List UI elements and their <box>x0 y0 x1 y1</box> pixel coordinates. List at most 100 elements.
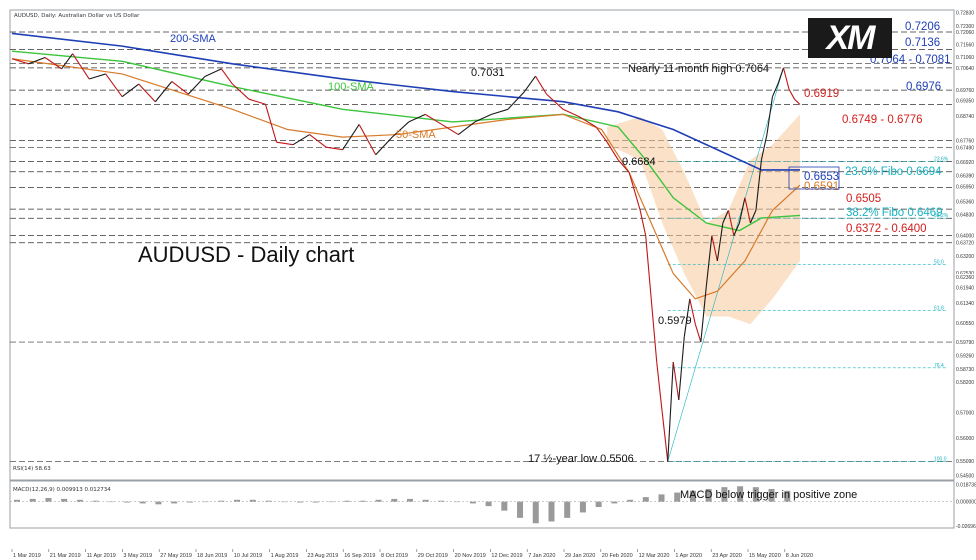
macd-bar <box>139 501 146 504</box>
price-segment <box>292 134 310 146</box>
macd-header: MACD(12,26,9) 0.009913 0.012734 <box>13 487 111 493</box>
price-segment <box>744 197 751 224</box>
price-segment <box>309 134 327 148</box>
price-tick-label: 0.64000 <box>956 234 974 240</box>
right-level-label: 0.7136 <box>905 37 940 49</box>
price-segment <box>408 113 426 123</box>
macd-tick-label: 0.018738 <box>956 483 976 489</box>
x-tick-label: 7 Jan 2020 <box>528 553 555 559</box>
logo-text: XM <box>826 18 876 57</box>
macd-tick-label: 0.000000 <box>956 500 976 506</box>
price-segment <box>220 68 233 85</box>
macd-bar <box>312 501 319 503</box>
price-segment <box>88 73 106 80</box>
low-17y-label: 17 ½-year low 0.5506 <box>528 453 634 465</box>
chart-title: AUDUSD - Daily chart <box>138 242 354 267</box>
price-tick-bg <box>955 22 976 29</box>
price-segment <box>667 361 674 462</box>
x-tick-label: 21 Mar 2019 <box>50 553 81 559</box>
macd-bar <box>296 501 303 503</box>
price-segment <box>154 81 173 103</box>
price-segment <box>711 235 718 262</box>
level-6684-label: 0.6684 <box>622 156 656 168</box>
macd-bar <box>611 501 618 504</box>
price-tick-bg <box>955 352 976 359</box>
macd-bar <box>171 501 178 504</box>
macd-bar <box>61 498 68 502</box>
price-tick-bg <box>955 457 976 464</box>
price-segment <box>524 75 536 92</box>
price-segment <box>562 108 580 118</box>
price-segment <box>672 361 680 401</box>
price-segment <box>61 53 74 70</box>
price-segment <box>491 108 509 115</box>
right-level-label: 0.6372 - 0.6400 <box>846 223 927 235</box>
macd-bar <box>532 501 539 524</box>
price-tick-bg <box>955 172 976 179</box>
macd-bar <box>76 499 83 502</box>
price-tick-label: 0.65950 <box>956 184 974 190</box>
price-segment <box>727 210 735 236</box>
macd-bar <box>642 497 649 502</box>
price-segment <box>656 361 663 413</box>
price-tick-label: 0.58200 <box>956 380 974 386</box>
macd-bar <box>658 494 665 502</box>
macd-bar <box>281 501 288 503</box>
price-segment <box>777 67 784 85</box>
price-tick-bg <box>955 211 976 218</box>
x-axis: 1 Mar 2019 21 Mar 2019 11 Apr 2019 3 May 20… <box>11 549 813 559</box>
x-tick-label: 29 Jan 2020 <box>565 553 595 559</box>
macd-bar <box>564 501 571 518</box>
x-tick-label: 12 Mar 2020 <box>639 553 670 559</box>
price-segment <box>121 83 140 98</box>
price-tick-bg <box>955 183 976 190</box>
macd-bar <box>45 498 52 502</box>
macd-panel: 0.018738 0.000000 -0.026967 <box>10 483 976 530</box>
price-tick-label: 0.56000 <box>956 436 974 442</box>
price-tick-label: 0.65360 <box>956 199 974 205</box>
price-tick-label: 0.72060 <box>956 30 974 36</box>
cloud-area <box>607 114 800 325</box>
x-tick-label: 8 Jun 2020 <box>786 553 813 559</box>
price-segment <box>595 126 608 143</box>
price-segment <box>458 121 476 136</box>
price-tick-label: 0.67760 <box>956 139 974 145</box>
price-tick-bg <box>955 97 976 104</box>
price-segment <box>326 146 343 151</box>
price-series <box>11 53 801 462</box>
macd-bar <box>359 500 366 502</box>
price-segment <box>276 141 294 146</box>
x-tick-label: 16 Sep 2019 <box>344 553 375 559</box>
sma100-label: 100-SMA <box>328 81 375 93</box>
macd-bar <box>579 501 586 513</box>
macd-bar <box>407 498 413 502</box>
price-tick-bg <box>955 64 976 71</box>
price-segment <box>650 298 658 363</box>
price-tick-label: 0.63720 <box>956 241 974 247</box>
price-segment <box>766 96 773 135</box>
price-segment <box>579 116 597 128</box>
price-segment <box>628 172 641 211</box>
price-segment <box>749 210 757 224</box>
macd-annotation: MACD below trigger in positive zone <box>680 489 857 501</box>
right-level-label: 0.6653 <box>804 171 839 183</box>
price-segment <box>342 124 360 151</box>
price-tick-bg <box>955 41 976 48</box>
macd-bar <box>454 501 461 503</box>
price-tick-bg <box>955 252 976 259</box>
price-tick-label: 0.66920 <box>956 160 974 166</box>
macd-bar <box>124 501 131 503</box>
x-tick-label: 20 Feb 2020 <box>602 553 633 559</box>
price-segment <box>639 210 647 236</box>
right-level-label: 0.6919 <box>804 88 839 100</box>
price-tick-label: 0.67490 <box>956 145 974 151</box>
fibo-lines: 23.6% 38.2% 50.0 61.8 76.4 100.0 <box>667 67 949 463</box>
price-tick-bg <box>955 409 976 416</box>
price-tick-bg <box>955 9 976 16</box>
price-tick-label: 0.61940 <box>956 286 974 292</box>
price-segment <box>782 67 790 90</box>
price-tick-bg <box>955 239 976 246</box>
price-tick-bg <box>955 28 976 35</box>
sma-200-line <box>11 32 800 171</box>
